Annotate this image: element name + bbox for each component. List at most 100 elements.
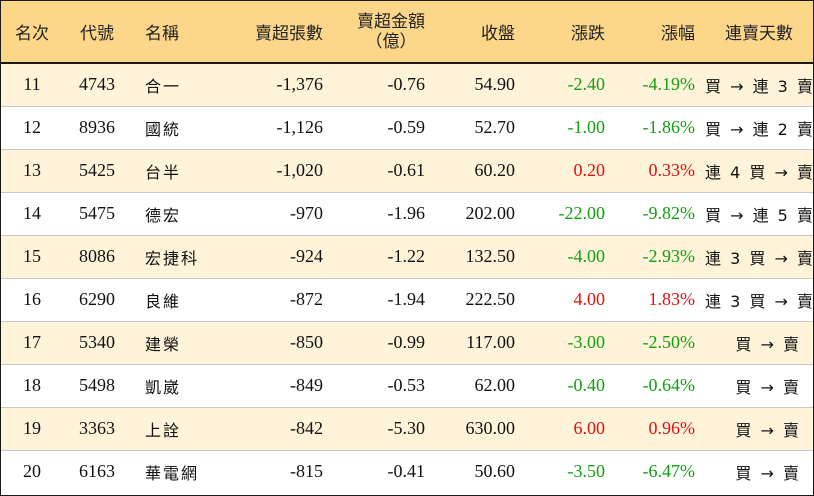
rank-cell: 18: [23, 375, 41, 395]
code-cell: 6290: [79, 289, 115, 309]
change-cell: 0.20: [573, 160, 606, 180]
name-cell: 建榮: [145, 334, 182, 354]
pct-cell: -4.19%: [642, 74, 696, 95]
streak-cell: 買 → 賣: [735, 377, 801, 397]
name-cell: 上詮: [145, 420, 182, 440]
shares-cell: -850: [290, 332, 323, 352]
header-change: 漲跌: [525, 1, 615, 64]
streak-cell: 買 → 賣: [735, 463, 801, 483]
name-cell: 良維: [145, 291, 182, 311]
streak-cell: 連 3 買 → 賣: [705, 248, 814, 268]
rank-cell: 15: [23, 246, 41, 266]
table-row: 11 4743 合一 -1,376 -0.76 54.90 -2.40 -4.19% 買 → 連…: [1, 63, 813, 106]
rank-cell: 14: [23, 203, 41, 223]
change-cell: -3.50: [567, 461, 606, 482]
pct-cell: 0.33%: [648, 160, 696, 180]
header-row: 名次 代號 名稱 賣超張數 賣超金額 （億） 收盤 漲跌 漲幅 連賣天數: [1, 1, 813, 64]
amount-cell: -5.30: [387, 418, 426, 438]
close-cell: 50.60: [474, 461, 516, 482]
shares-cell: -970: [290, 203, 323, 223]
amount-cell: -0.76: [387, 74, 426, 95]
rank-cell: 17: [23, 332, 41, 352]
name-cell: 華電網: [145, 463, 200, 483]
streak-cell: 買 → 連 5 賣: [705, 205, 814, 225]
table-row: 14 5475 德宏 -970 -1.96 202.00 -22.00 -9.82% 買 → 連…: [1, 192, 813, 235]
close-cell: 132.50: [465, 246, 516, 266]
table-row: 19 3363 上詮 -842 -5.30 630.00 6.00 0.96% 買 → 賣: [1, 407, 813, 450]
table-row: 18 5498 凱崴 -849 -0.53 62.00 -0.40 -0.64% 買 → 賣: [1, 364, 813, 407]
shares-cell: -872: [290, 289, 323, 309]
pct-cell: -2.93%: [642, 246, 696, 266]
close-cell: 62.00: [474, 375, 516, 395]
amount-cell: -0.53: [387, 375, 426, 395]
name-cell: 德宏: [145, 205, 182, 225]
header-shares: 賣超張數: [213, 1, 333, 64]
amount-cell: -0.99: [387, 332, 426, 352]
name-cell: 台半: [145, 162, 182, 182]
rank-cell: 12: [23, 117, 41, 137]
header-amount: 賣超金額 （億）: [333, 1, 435, 64]
rank-cell: 19: [23, 418, 41, 438]
pct-cell: -1.86%: [642, 117, 696, 137]
streak-cell: 買 → 賣: [735, 334, 801, 354]
name-cell: 凱崴: [145, 377, 182, 397]
table-row: 17 5340 建榮 -850 -0.99 117.00 -3.00 -2.50% 買 → 賣: [1, 321, 813, 364]
code-cell: 5498: [79, 375, 115, 395]
close-cell: 222.50: [465, 289, 516, 309]
close-cell: 52.70: [474, 117, 516, 137]
pct-cell: 1.83%: [648, 289, 696, 309]
shares-cell: -1,126: [276, 117, 324, 137]
header-code: 代號: [63, 1, 131, 64]
pct-cell: -9.82%: [642, 203, 696, 223]
header-streak: 連賣天數: [705, 1, 813, 64]
amount-cell: -1.22: [387, 246, 426, 266]
name-cell: 國統: [145, 119, 182, 139]
rank-cell: 20: [23, 461, 41, 482]
amount-cell: -1.96: [387, 203, 426, 223]
close-cell: 60.20: [474, 160, 516, 180]
code-cell: 5340: [79, 332, 115, 352]
table-row: 12 8936 國統 -1,126 -0.59 52.70 -1.00 -1.86% 買 → 連…: [1, 106, 813, 149]
change-cell: 4.00: [573, 289, 606, 309]
table-row: 13 5425 台半 -1,020 -0.61 60.20 0.20 0.33% 連 4 買 →…: [1, 149, 813, 192]
change-cell: 6.00: [573, 418, 606, 438]
code-cell: 5425: [79, 160, 115, 180]
shares-cell: -849: [290, 375, 323, 395]
shares-cell: -842: [290, 418, 323, 438]
rank-cell: 13: [23, 160, 41, 180]
header-pct: 漲幅: [615, 1, 705, 64]
amount-cell: -0.61: [387, 160, 426, 180]
shares-cell: -1,376: [276, 74, 324, 95]
streak-cell: 買 → 連 2 賣: [705, 119, 814, 139]
header-close: 收盤: [435, 1, 525, 64]
pct-cell: -0.64%: [642, 375, 696, 395]
pct-cell: -6.47%: [642, 461, 696, 482]
pct-cell: -2.50%: [642, 332, 696, 352]
close-cell: 54.90: [474, 74, 516, 95]
change-cell: -22.00: [558, 203, 606, 223]
pct-cell: 0.96%: [648, 418, 696, 438]
close-cell: 630.00: [465, 418, 516, 438]
streak-cell: 買 → 賣: [735, 420, 801, 440]
header-amount-line1: 賣超金額: [357, 11, 425, 32]
shares-cell: -924: [290, 246, 323, 266]
rank-cell: 11: [23, 74, 41, 95]
code-cell: 6163: [79, 461, 115, 482]
table-row: 16 6290 良維 -872 -1.94 222.50 4.00 1.83% 連 3 買 → …: [1, 278, 813, 321]
change-cell: -3.00: [567, 332, 606, 352]
rank-cell: 16: [23, 289, 41, 309]
table-row: 15 8086 宏捷科 -924 -1.22 132.50 -4.00 -2.93% 連 3 買…: [1, 235, 813, 278]
code-cell: 5475: [79, 203, 115, 223]
header-name: 名稱: [131, 1, 213, 64]
change-cell: -1.00: [567, 117, 606, 137]
code-cell: 3363: [79, 418, 115, 438]
change-cell: -4.00: [567, 246, 606, 266]
amount-cell: -0.41: [387, 461, 426, 482]
amount-cell: -1.94: [387, 289, 426, 309]
code-cell: 4743: [79, 74, 115, 95]
table-row: 20 6163 華電網 -815 -0.41 50.60 -3.50 -6.47% 買 → 賣: [1, 450, 813, 493]
change-cell: -0.40: [567, 375, 606, 395]
close-cell: 117.00: [466, 332, 515, 352]
